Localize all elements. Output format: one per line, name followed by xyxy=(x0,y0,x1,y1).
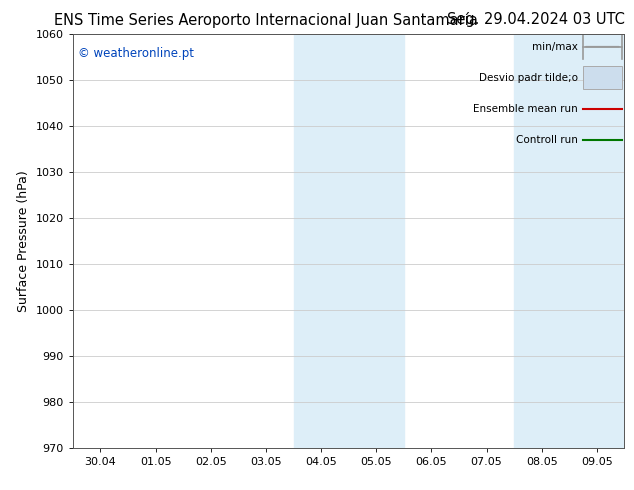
Text: min/max: min/max xyxy=(532,42,578,52)
Y-axis label: Surface Pressure (hPa): Surface Pressure (hPa) xyxy=(17,171,30,312)
Text: Desvio padr tilde;o: Desvio padr tilde;o xyxy=(479,73,578,83)
Text: Ensemble mean run: Ensemble mean run xyxy=(473,104,578,114)
FancyBboxPatch shape xyxy=(583,66,622,89)
Bar xyxy=(294,34,404,448)
Text: Controll run: Controll run xyxy=(515,135,578,145)
Text: ENS Time Series Aeroporto Internacional Juan Santamaría: ENS Time Series Aeroporto Internacional … xyxy=(55,12,478,28)
Text: © weatheronline.pt: © weatheronline.pt xyxy=(79,47,195,60)
Text: Seg. 29.04.2024 03 UTC: Seg. 29.04.2024 03 UTC xyxy=(446,12,624,27)
Bar xyxy=(514,34,624,448)
